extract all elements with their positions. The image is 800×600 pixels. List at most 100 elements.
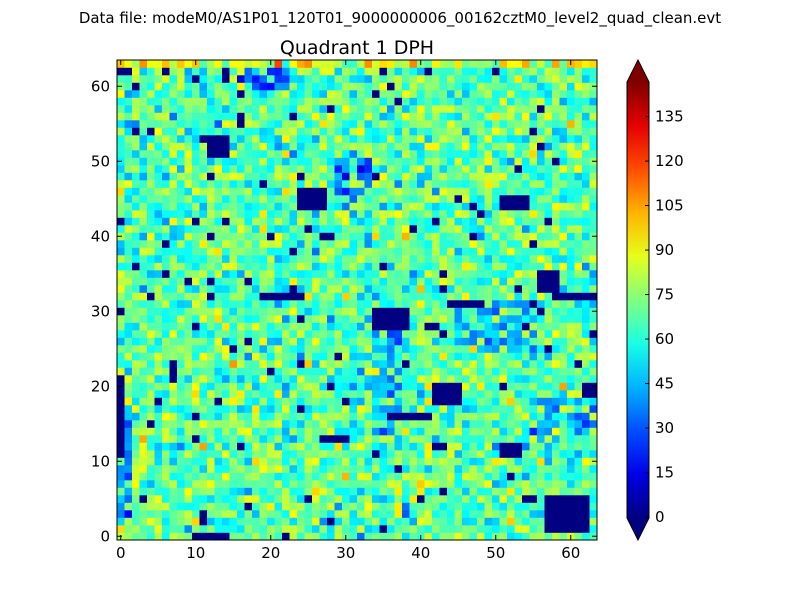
heatmap-cell: [357, 375, 365, 383]
heatmap-cell: [222, 510, 230, 518]
heatmap-cell: [417, 105, 425, 113]
heatmap-cell: [432, 397, 440, 406]
heatmap-cell: [537, 292, 545, 301]
heatmap-cell: [282, 157, 290, 166]
heatmap-cell: [514, 172, 523, 181]
heatmap-cell: [342, 465, 350, 473]
heatmap-cell: [192, 105, 200, 113]
heatmap-cell: [357, 90, 365, 98]
heatmap-cell: [469, 472, 478, 481]
heatmap-cell: [237, 285, 245, 293]
heatmap-cell: [237, 270, 245, 278]
heatmap-cell: [184, 465, 193, 473]
heatmap-cell: [162, 180, 170, 188]
heatmap-cell: [582, 307, 590, 316]
heatmap-cell: [514, 277, 523, 286]
heatmap-cell: [124, 532, 133, 541]
heatmap-cell: [522, 337, 530, 346]
heatmap-cell: [282, 382, 290, 391]
heatmap-cell: [289, 360, 298, 368]
heatmap-cell: [139, 60, 148, 68]
heatmap-cell: [559, 82, 568, 91]
heatmap-cell: [319, 172, 328, 181]
heatmap-cell: [499, 217, 508, 226]
heatmap-cell: [424, 202, 433, 211]
heatmap-cell: [432, 285, 440, 293]
heatmap-cell: [552, 150, 560, 158]
heatmap-cell: [552, 330, 560, 338]
heatmap-cell: [199, 105, 208, 113]
heatmap-cell: [319, 487, 328, 496]
heatmap-cell: [259, 262, 268, 271]
heatmap-cell: [282, 367, 290, 376]
heatmap-cell: [319, 427, 328, 436]
heatmap-cell: [364, 435, 373, 443]
heatmap-cell: [237, 60, 245, 68]
heatmap-cell: [222, 67, 230, 76]
heatmap-cell: [192, 255, 200, 263]
heatmap-cell: [514, 75, 523, 83]
heatmap-cell: [229, 352, 238, 361]
heatmap-cell: [312, 487, 320, 496]
heatmap-cell: [372, 120, 380, 128]
heatmap-cell: [237, 487, 245, 496]
heatmap-cell: [507, 322, 515, 331]
heatmap-cell: [132, 442, 140, 451]
heatmap-cell: [132, 225, 140, 233]
heatmap-cell: [342, 225, 350, 233]
heatmap-cell: [274, 322, 283, 331]
heatmap-cell: [409, 60, 418, 68]
heatmap-cell: [297, 420, 305, 428]
heatmap-cell: [304, 82, 313, 91]
heatmap-cell: [139, 322, 148, 331]
heatmap-cell: [334, 172, 343, 181]
heatmap-cell: [454, 75, 463, 83]
heatmap-cell: [379, 127, 388, 136]
heatmap-cell: [267, 270, 275, 278]
heatmap-cell: [394, 112, 403, 121]
heatmap-cell: [169, 375, 178, 383]
heatmap-cell: [387, 202, 395, 211]
heatmap-cell: [229, 210, 238, 218]
heatmap-cell: [282, 405, 290, 413]
heatmap-cell: [469, 435, 478, 443]
heatmap-cell: [544, 525, 553, 533]
heatmap-cell: [237, 165, 245, 173]
heatmap-cell: [522, 255, 530, 263]
heatmap-cell: [439, 292, 448, 301]
heatmap-cell: [454, 397, 463, 406]
heatmap-cell: [439, 375, 448, 383]
heatmap-cell: [199, 307, 208, 316]
heatmap-cell: [484, 420, 493, 428]
heatmap-cell: [169, 502, 178, 511]
heatmap-cell: [364, 277, 373, 286]
heatmap-cell: [259, 517, 268, 526]
heatmap-cell: [372, 105, 380, 113]
heatmap-cell: [402, 390, 410, 398]
heatmap-cell: [319, 202, 328, 211]
heatmap-cell: [432, 172, 440, 181]
heatmap-cell: [589, 420, 598, 428]
heatmap-cell: [499, 352, 508, 361]
heatmap-cell: [462, 135, 470, 143]
heatmap-cell: [522, 495, 530, 503]
heatmap-cell: [582, 352, 590, 361]
heatmap-cell: [522, 187, 530, 196]
heatmap-cell: [559, 450, 568, 458]
heatmap-cell: [184, 412, 193, 421]
heatmap-cell: [522, 165, 530, 173]
heatmap-cell: [177, 67, 185, 76]
heatmap-cell: [567, 465, 575, 473]
heatmap-cell: [304, 480, 313, 488]
heatmap-cell: [379, 225, 388, 233]
heatmap-cell: [589, 397, 598, 406]
heatmap-cell: [454, 315, 463, 323]
heatmap-cell: [259, 217, 268, 226]
heatmap-cell: [387, 450, 395, 458]
heatmap-cell: [447, 435, 455, 443]
heatmap-cell: [229, 217, 238, 226]
heatmap-cell: [289, 450, 298, 458]
heatmap-cell: [229, 150, 238, 158]
heatmap-cell: [544, 187, 553, 196]
heatmap-cell: [462, 210, 470, 218]
